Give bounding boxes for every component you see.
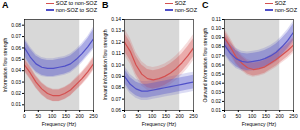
svg-text:Outward information flow stren: Outward information flow strength [202, 27, 208, 102]
svg-text:Frequency (Hz): Frequency (Hz) [242, 121, 277, 127]
svg-text:0.09: 0.09 [211, 34, 221, 40]
svg-text:0.12: 0.12 [111, 39, 121, 45]
svg-text:200: 200 [276, 113, 285, 119]
svg-text:0.06: 0.06 [111, 107, 121, 113]
svg-text:250: 250 [89, 113, 98, 119]
svg-text:0.05: 0.05 [211, 71, 221, 77]
svg-text:0: 0 [123, 113, 126, 119]
html-text:non-SOZ: non-SOZ [174, 6, 197, 13]
html-text:non-SOZ: non-SOZ [274, 6, 297, 13]
svg-text:0.11: 0.11 [112, 50, 122, 56]
svg-text:Frequency (Hz): Frequency (Hz) [42, 121, 77, 127]
html-text:C: C [202, 0, 209, 10]
svg-text:0.03: 0.03 [11, 79, 21, 85]
svg-text:0.13: 0.13 [111, 27, 121, 33]
html-text:SOZ to non-SOZ: SOZ to non-SOZ [55, 0, 97, 6]
svg-text:150: 150 [62, 113, 71, 119]
html-text:SOZ: SOZ [274, 0, 286, 6]
html-text:B: B [102, 0, 109, 10]
svg-text:0.08: 0.08 [111, 84, 121, 90]
svg-text:250: 250 [189, 113, 198, 119]
svg-text:0.14: 0.14 [111, 16, 121, 22]
svg-text:250: 250 [289, 113, 298, 119]
html-text:non-SOZ to SOZ: non-SOZ to SOZ [55, 6, 97, 13]
svg-text:150: 150 [262, 113, 271, 119]
svg-text:0.02: 0.02 [11, 90, 21, 96]
svg-text:0.08: 0.08 [11, 22, 21, 28]
html-text:SOZ: SOZ [174, 0, 186, 6]
svg-text:Frequency (Hz): Frequency (Hz) [142, 121, 177, 127]
svg-text:150: 150 [162, 113, 171, 119]
svg-text:50: 50 [36, 113, 42, 119]
svg-text:50: 50 [236, 113, 242, 119]
svg-text:0.01: 0.01 [211, 107, 221, 113]
html-text:A: A [2, 0, 9, 10]
svg-text:0.08: 0.08 [211, 43, 221, 49]
svg-text:0.04: 0.04 [211, 80, 221, 86]
svg-text:0.07: 0.07 [211, 53, 221, 59]
svg-text:100: 100 [148, 113, 157, 119]
svg-text:0.04: 0.04 [11, 67, 21, 73]
svg-text:0.03: 0.03 [211, 89, 221, 95]
svg-text:0.10: 0.10 [211, 25, 221, 31]
svg-text:200: 200 [176, 113, 185, 119]
svg-text:0.02: 0.02 [211, 98, 221, 104]
svg-text:0.06: 0.06 [11, 45, 21, 51]
svg-text:200: 200 [76, 113, 85, 119]
svg-text:100: 100 [48, 113, 57, 119]
svg-text:0: 0 [223, 113, 226, 119]
svg-text:0.07: 0.07 [111, 96, 121, 102]
svg-text:0.11: 0.11 [212, 16, 222, 22]
svg-text:0.06: 0.06 [211, 62, 221, 68]
svg-text:0.01: 0.01 [11, 101, 21, 107]
svg-text:0.10: 0.10 [111, 62, 121, 68]
svg-text:50: 50 [136, 113, 142, 119]
svg-text:0: 0 [23, 113, 26, 119]
svg-text:0.09: 0.09 [111, 73, 121, 79]
svg-text:100: 100 [248, 113, 257, 119]
svg-text:Inward information flow streng: Inward information flow strength [102, 29, 108, 100]
svg-text:0.05: 0.05 [11, 56, 21, 62]
svg-text:Information flow strength: Information flow strength [2, 37, 8, 92]
svg-text:0.07: 0.07 [11, 33, 21, 39]
